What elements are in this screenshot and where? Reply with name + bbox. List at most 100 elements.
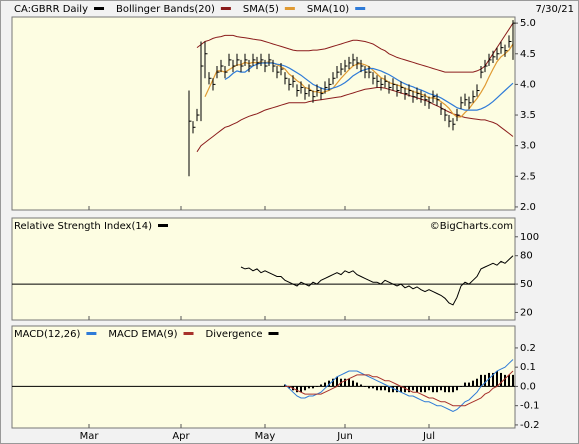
histogram-bar	[408, 386, 410, 393]
legend-label: Divergence	[206, 329, 263, 340]
x-tick-label: Jun	[336, 431, 353, 442]
y-tick-label: 5.0	[520, 18, 536, 29]
y-tick-label: -0.2	[520, 420, 540, 431]
histogram-bar	[320, 384, 322, 387]
histogram-bar	[344, 378, 346, 387]
legend-label: MACD EMA(9)	[108, 329, 177, 340]
histogram-bar	[388, 386, 390, 393]
histogram-bar	[484, 374, 486, 387]
y-tick-label: -0.1	[520, 401, 540, 412]
histogram-bar	[480, 374, 482, 387]
histogram-bar	[380, 386, 382, 391]
histogram-bar	[496, 371, 498, 387]
histogram-bar	[428, 386, 430, 391]
histogram-bar	[424, 386, 426, 393]
y-tick-label: 3.0	[520, 141, 536, 152]
histogram-bar	[312, 386, 314, 389]
legend-label: CA:GBRR Daily	[14, 4, 88, 15]
histogram-bar	[456, 386, 458, 391]
histogram-bar	[296, 386, 298, 393]
legend-swatch	[94, 7, 105, 10]
histogram-bar	[288, 386, 290, 389]
legend-label: Bollinger Bands(20)	[116, 4, 215, 15]
histogram-bar	[368, 386, 370, 389]
histogram-bar	[508, 374, 510, 387]
histogram-bar	[436, 386, 438, 393]
histogram-bar	[392, 386, 394, 393]
histogram-bar	[360, 384, 362, 387]
legend-label: SMA(10)	[307, 4, 349, 15]
y-tick-label: 3.5	[520, 110, 536, 121]
histogram-bar	[400, 386, 402, 393]
y-tick-label: 4.5	[520, 49, 536, 60]
histogram-bar	[440, 386, 442, 391]
line	[196, 22, 514, 73]
histogram-bar	[316, 386, 318, 387]
date-label: 7/30/21	[535, 4, 574, 15]
panel	[11, 325, 516, 429]
panel	[11, 217, 516, 321]
histogram-bar	[304, 386, 306, 391]
y-tick-label: 20	[520, 307, 533, 318]
histogram-bar	[412, 386, 414, 391]
legend-swatch	[158, 224, 168, 227]
y-tick-label: 2.5	[520, 171, 536, 182]
histogram-bar	[504, 374, 506, 387]
legend-swatch	[355, 7, 366, 10]
histogram-bar	[396, 386, 398, 393]
legend-label: Relative Strength Index(14)	[14, 221, 152, 232]
histogram-bar	[384, 386, 386, 391]
x-tick-label: Mar	[80, 431, 100, 442]
histogram-bar	[492, 372, 494, 387]
histogram-bar	[404, 386, 406, 393]
histogram-bar	[348, 378, 350, 387]
histogram-bar	[328, 380, 330, 387]
histogram-bar	[372, 386, 374, 389]
y-tick-label: 100	[520, 232, 539, 243]
line	[240, 255, 514, 306]
y-tick-label: 2.0	[520, 202, 536, 213]
histogram-bar	[476, 378, 478, 387]
histogram-bar	[472, 380, 474, 387]
histogram-bar	[416, 386, 418, 393]
histogram-bar	[336, 376, 338, 387]
histogram-bar	[364, 386, 366, 387]
histogram-bar	[468, 382, 470, 387]
x-tick-label: Jul	[422, 431, 435, 442]
histogram-bar	[512, 374, 514, 387]
y-tick-label: 0.2	[520, 343, 536, 354]
histogram-bar	[420, 386, 422, 393]
x-tick-label: May	[255, 431, 276, 442]
legend-swatch	[86, 332, 97, 335]
histogram-bar	[332, 378, 334, 387]
histogram-bar	[464, 382, 466, 387]
y-tick-label: 80	[520, 251, 533, 262]
histogram-bar	[352, 380, 354, 387]
y-tick-label: 0.1	[520, 362, 536, 373]
histogram-bar	[308, 386, 310, 389]
line	[196, 87, 514, 153]
histogram-bar	[432, 386, 434, 393]
line	[204, 43, 514, 118]
histogram-bar	[460, 386, 462, 387]
histogram-bar	[452, 386, 454, 393]
y-tick-label: 50	[520, 279, 533, 290]
histogram-bar	[444, 386, 446, 393]
histogram-bar	[376, 386, 378, 391]
line	[285, 370, 514, 407]
histogram-bar	[284, 384, 286, 387]
x-tick-label: Apr	[172, 431, 190, 442]
histogram-bar	[448, 386, 450, 393]
y-tick-label: 0.0	[520, 381, 536, 392]
histogram-bar	[488, 372, 490, 387]
y-tick-label: 4.0	[520, 79, 536, 90]
histogram-bar	[300, 386, 302, 393]
legend-swatch	[268, 332, 279, 335]
legend-label: SMA(5)	[243, 4, 279, 15]
line	[284, 359, 514, 412]
histogram-bar	[500, 372, 502, 387]
histogram-bar	[324, 382, 326, 387]
watermark: ©BigCharts.com	[430, 221, 513, 232]
legend-swatch	[220, 7, 231, 10]
